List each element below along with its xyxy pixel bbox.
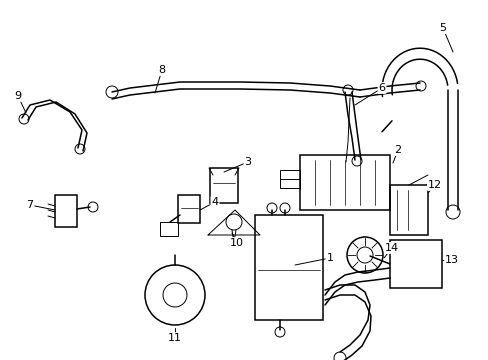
- Bar: [254, 215, 323, 320]
- Text: 5: 5: [439, 23, 446, 33]
- Bar: [299, 155, 389, 210]
- Text: 6: 6: [378, 83, 385, 93]
- Text: 12: 12: [427, 180, 441, 190]
- Text: 7: 7: [26, 200, 34, 210]
- Text: 2: 2: [394, 145, 401, 155]
- Text: 10: 10: [229, 238, 244, 248]
- Text: 4: 4: [211, 197, 218, 207]
- Bar: [389, 240, 441, 288]
- Text: 9: 9: [15, 91, 21, 101]
- Bar: [178, 195, 200, 223]
- Bar: [160, 222, 178, 236]
- Bar: [389, 185, 427, 235]
- Bar: [55, 195, 77, 227]
- Text: 13: 13: [444, 255, 458, 265]
- Text: 14: 14: [384, 243, 398, 253]
- Bar: [209, 168, 238, 203]
- Text: 1: 1: [326, 253, 333, 263]
- Text: 3: 3: [244, 157, 251, 167]
- Text: 11: 11: [168, 333, 182, 343]
- Bar: [280, 170, 299, 188]
- Text: 8: 8: [158, 65, 165, 75]
